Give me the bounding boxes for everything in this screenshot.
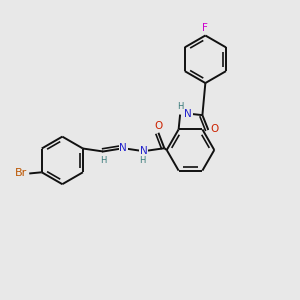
Text: N: N (140, 146, 147, 156)
Text: H: H (139, 156, 146, 165)
Text: O: O (154, 121, 162, 131)
Text: O: O (210, 124, 218, 134)
Text: N: N (119, 143, 127, 153)
Text: H: H (100, 156, 107, 165)
Text: F: F (202, 23, 208, 33)
Text: H: H (178, 102, 184, 111)
Text: Br: Br (15, 169, 27, 178)
Text: N: N (184, 109, 192, 119)
